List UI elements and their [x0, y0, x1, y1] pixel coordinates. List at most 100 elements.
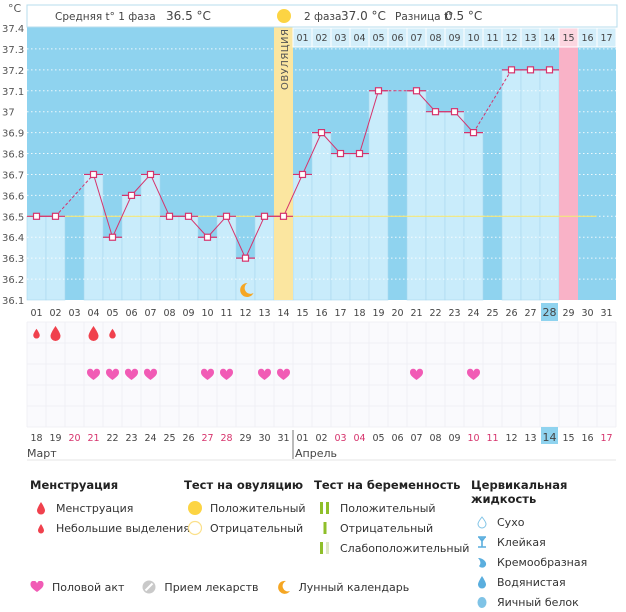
- unit-label: °C: [8, 2, 22, 15]
- legend-item-spotting: Небольшие выделения: [30, 518, 190, 538]
- phase2-day-label: 05: [372, 33, 384, 44]
- legend-item-intercourse: Половой акт: [30, 581, 124, 594]
- temperature-bar: [444, 111, 465, 301]
- date-label: 15: [562, 433, 574, 444]
- phase2-day-label: 11: [486, 33, 498, 44]
- legend-item-moon: Лунный календарь: [277, 580, 409, 594]
- current-day-highlight: [541, 303, 558, 321]
- temperature-point: [450, 108, 459, 116]
- cycle-day-label: 30: [581, 308, 593, 319]
- temperature-line-segment: [55, 174, 94, 217]
- temperature-point: [545, 66, 554, 74]
- cycle-day-label: 15: [296, 308, 308, 319]
- legend-item-medication: Прием лекарств: [142, 580, 259, 594]
- legend-label: Водянистая: [497, 575, 566, 589]
- temperature-point: [127, 191, 136, 199]
- blood-drop-icon: [30, 501, 52, 515]
- legend-label: Яичный белок: [497, 595, 579, 609]
- date-label: 29: [239, 433, 251, 444]
- legend-other: Половой акт Прием лекарств Лунный календ…: [30, 580, 409, 594]
- temperature-line-segment: [226, 216, 246, 259]
- diff-label: Разница t°: [395, 11, 453, 23]
- date-label: 12: [505, 433, 517, 444]
- cycle-day-label: 16: [315, 308, 327, 319]
- date-label: 07: [410, 433, 422, 444]
- spotting-drop-icon: [109, 328, 116, 339]
- y-tick-label: 37: [2, 108, 15, 119]
- temperature-point: [412, 87, 421, 95]
- legend-pregnancy-test-title: Тест на беременность: [314, 478, 461, 492]
- date-label: 01: [296, 433, 308, 444]
- phase2-value: 37.0 °C: [341, 9, 386, 23]
- y-tick-label: 36.2: [2, 275, 24, 286]
- legend-label: Менструация: [56, 501, 134, 515]
- date-label: 27: [201, 433, 213, 444]
- phase2-day-label: 09: [448, 33, 460, 44]
- spotting-drop-icon: [33, 328, 40, 339]
- phase2-day-label: 10: [467, 33, 479, 44]
- phase2-day-label: 08: [429, 33, 441, 44]
- cycle-day-label: 27: [524, 308, 536, 319]
- two-lines-icon: [314, 501, 336, 515]
- temperature-point: [260, 212, 269, 220]
- legend-ovulation-test-title: Тест на овуляцию: [184, 478, 304, 492]
- cycle-day-label: 19: [372, 308, 384, 319]
- y-tick-label: 36.4: [2, 233, 24, 244]
- cycle-day-label: 03: [68, 308, 80, 319]
- temperature-bar: [425, 111, 446, 301]
- phase2-day-label: 07: [410, 33, 422, 44]
- legend-menstruation-title: Менструация: [30, 478, 119, 492]
- phase2-day-label: 01: [296, 33, 308, 44]
- cycle-day-label: 18: [353, 308, 365, 319]
- phase1-value: 36.5 °C: [166, 9, 211, 23]
- temperature-line-segment: [359, 90, 379, 154]
- heart-icon: [124, 368, 139, 380]
- heart-icon: [276, 368, 291, 380]
- phase2-day-label: 17: [600, 33, 612, 44]
- date-label: 03: [334, 433, 346, 444]
- date-label: 18: [30, 433, 42, 444]
- faint-lines-icon: [314, 541, 336, 555]
- temperature-point: [32, 212, 41, 220]
- cycle-day-label: 20: [391, 308, 403, 319]
- cycle-day-label: 17: [334, 308, 346, 319]
- temperature-point: [298, 170, 307, 179]
- pill-icon: [142, 580, 156, 594]
- temperature-line-segment: [473, 69, 512, 133]
- date-label: 30: [258, 433, 270, 444]
- cycle-day-label: 22: [429, 308, 441, 319]
- today-highlight: [541, 427, 558, 444]
- date-label: 08: [429, 433, 441, 444]
- legend-pregnancy-test: Тест на беременность Положительный Отриц…: [314, 478, 469, 558]
- phase2-day-cell: [596, 27, 617, 48]
- temperature-line-segment: [245, 216, 265, 259]
- sticky-icon: [471, 535, 493, 549]
- temperature-line-segment: [150, 174, 170, 217]
- cycle-day-label: 24: [467, 308, 479, 319]
- legend-label: Половой акт: [52, 580, 125, 594]
- temperature-point: [431, 108, 440, 116]
- temperature-point: [336, 149, 345, 158]
- legend-label: Слабоположительный: [340, 541, 470, 555]
- date-label: 20: [68, 433, 80, 444]
- legend-label: Положительный: [340, 501, 436, 515]
- phase2-day-label: 16: [581, 33, 593, 44]
- legend-label: Прием лекарств: [164, 580, 259, 594]
- cycle-day-label: 13: [258, 308, 270, 319]
- date-label: 31: [277, 433, 289, 444]
- legend-item-watery: Водянистая: [471, 572, 626, 592]
- ovulation-sun-icon: [277, 9, 291, 23]
- cycle-day-label: 10: [201, 308, 213, 319]
- temperature-bar: [102, 236, 123, 301]
- legend-label: Отрицательный: [340, 521, 434, 535]
- date-label: 13: [524, 433, 536, 444]
- date-label: 24: [144, 433, 156, 444]
- legend-label: Отрицательный: [210, 521, 304, 535]
- phase2-label: 2 фаза: [304, 11, 341, 23]
- legend-label: Сухо: [497, 515, 525, 529]
- cycle-day-label: 01: [30, 308, 42, 319]
- menstruation-drop-icon: [50, 326, 61, 342]
- cycle-day-label: 06: [125, 308, 137, 319]
- events-grid: [27, 322, 616, 427]
- temperature-point: [165, 212, 174, 220]
